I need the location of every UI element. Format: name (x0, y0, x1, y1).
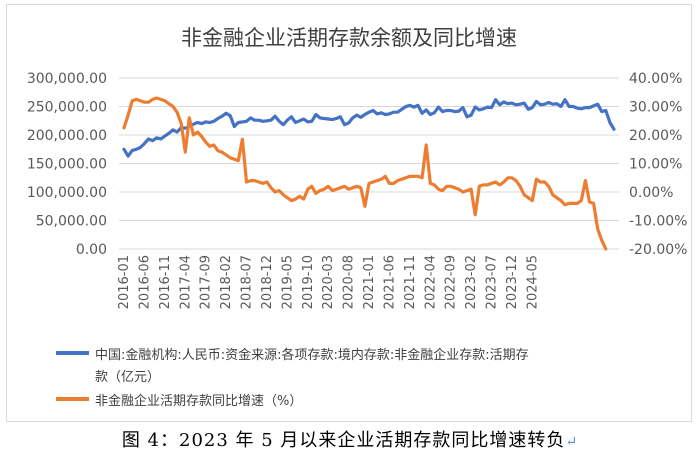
right-axis-ticks: -20.00% -10.00% 0.00% 10.00% 20.00% 30.00% 40.… (629, 71, 687, 258)
paragraph-mark: ↵ (565, 434, 579, 450)
x-tick-label: 2020-03 (321, 255, 336, 309)
left-tick-label: 0.00 (76, 242, 107, 258)
x-axis-ticks: 2016-01 2016-06 2016-11 2017-04 2017-09 2018-… (117, 255, 540, 309)
legend-label-deposit-balance-line2: 款（亿元） (95, 370, 160, 385)
right-tick-label: -20.00% (629, 242, 687, 258)
x-tick-label: 2018-02 (219, 255, 234, 309)
figure-caption: 图 4：2023 年 5 月以来企业活期存款同比增速转负↵ (0, 426, 700, 452)
x-tick-label: 2017-04 (178, 255, 193, 309)
left-tick-label: 50,000.00 (36, 214, 107, 230)
legend-label-deposit-balance-line1: 中国:金融机构:人民币:资金来源:各项存款:境内存款:非金融企业存款:活期存 (95, 347, 529, 363)
right-tick-label: 30.00% (629, 100, 682, 116)
x-tick-label: 2016-01 (117, 255, 132, 309)
chart-frame: 非金融企业活期存款余额及同比增速 0.00 50,000.00 100,000.00… (6, 4, 692, 422)
x-tick-label: 2016-06 (137, 255, 152, 309)
chart-title: 非金融企业活期存款余额及同比增速 (181, 26, 517, 50)
series-layer (122, 96, 616, 251)
x-tick-label: 2017-09 (199, 255, 214, 309)
x-tick-label: 2023-02 (464, 255, 479, 309)
x-tick-label: 2022-09 (444, 255, 459, 309)
left-tick-label: 100,000.00 (27, 185, 107, 201)
x-tick-label: 2019-10 (301, 255, 316, 309)
x-tick-label: 2024-05 (525, 255, 540, 309)
right-tick-label: 10.00% (629, 157, 682, 173)
right-tick-label: 20.00% (629, 128, 682, 144)
x-tick-label: 2018-07 (240, 255, 255, 309)
x-tick-label: 2023-12 (505, 255, 520, 309)
right-tick-label: 40.00% (629, 71, 682, 87)
x-tick-label: 2016-11 (158, 255, 173, 309)
x-tick-label: 2023-07 (485, 255, 500, 309)
x-tick-label: 2019-05 (280, 255, 295, 309)
right-tick-label: -10.00% (629, 214, 687, 230)
left-tick-label: 200,000.00 (27, 128, 107, 144)
legend: 中国:金融机构:人民币:资金来源:各项存款:境内存款:非金融企业存款:活期存 款… (56, 347, 529, 409)
line-chart: 非金融企业活期存款余额及同比增速 0.00 50,000.00 100,000.00… (27, 26, 688, 409)
legend-label-yoy-growth: 非金融企业活期存款同比增速（%） (95, 393, 302, 409)
x-tick-label: 2022-04 (423, 255, 438, 309)
left-tick-label: 150,000.00 (27, 157, 107, 173)
left-tick-label: 300,000.00 (27, 71, 107, 87)
x-tick-label: 2021-06 (382, 255, 397, 309)
left-tick-label: 250,000.00 (27, 100, 107, 116)
right-tick-label: 0.00% (629, 185, 673, 201)
x-tick-label: 2021-11 (403, 255, 418, 309)
series-line-deposit-balance (122, 98, 616, 158)
x-tick-label: 2021-01 (362, 255, 377, 309)
x-tick-label: 2018-12 (260, 255, 275, 309)
series-line-yoy-growth (122, 96, 608, 251)
left-axis-ticks: 0.00 50,000.00 100,000.00 150,000.00 200,000… (27, 71, 107, 258)
caption-text: 图 4：2023 年 5 月以来企业活期存款同比增速转负 (121, 430, 566, 451)
x-tick-label: 2020-08 (342, 255, 357, 309)
